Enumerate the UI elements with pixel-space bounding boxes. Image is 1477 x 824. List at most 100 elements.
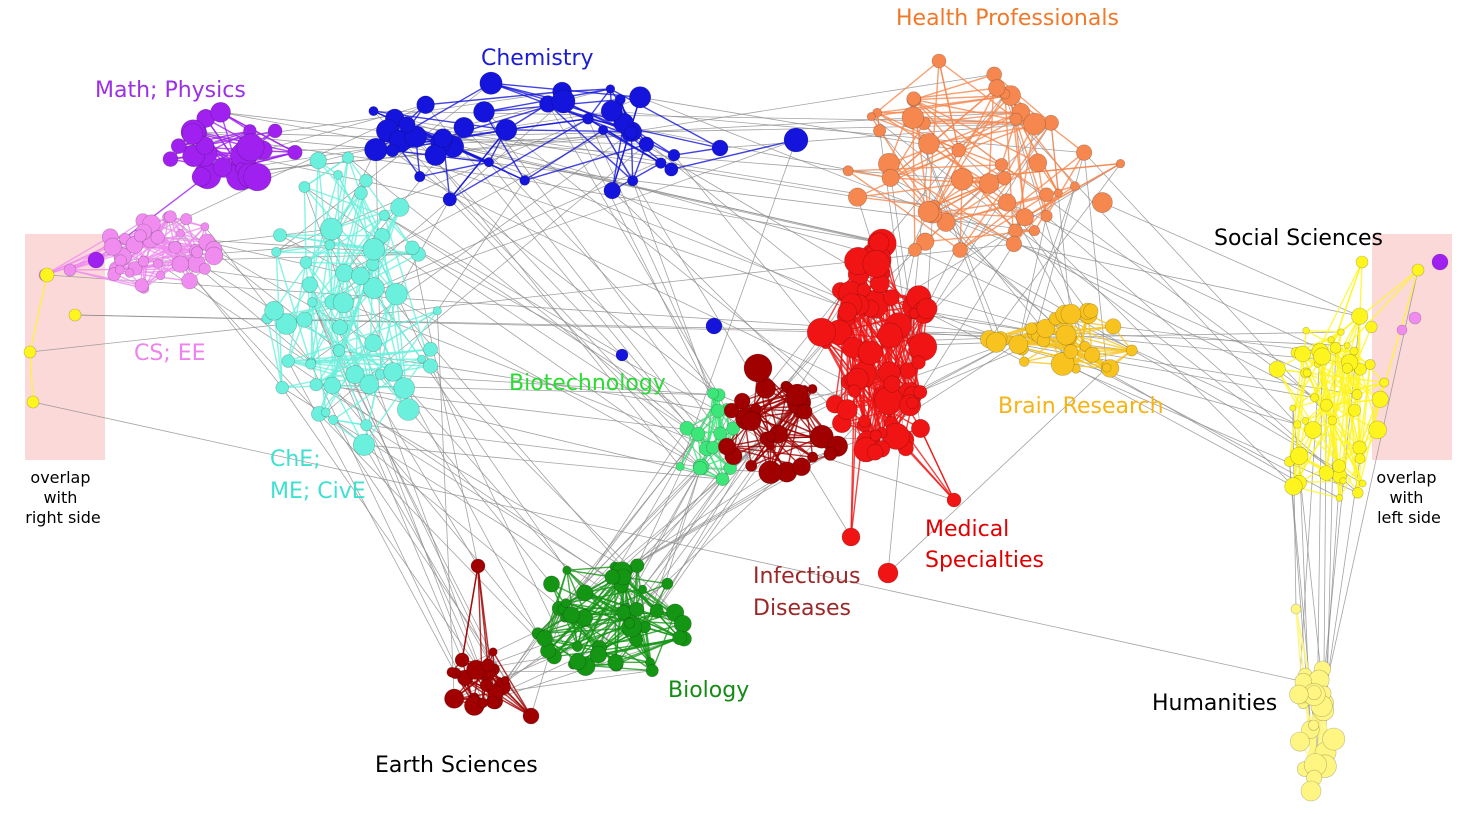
cluster-edge: [959, 152, 1085, 251]
node-chemistry: [385, 143, 400, 158]
node-che-me-cive: [309, 378, 323, 392]
cluster-edge: [611, 162, 662, 192]
cluster-edge: [449, 118, 589, 200]
node-medical-specialties: [877, 562, 899, 584]
node-infectious-diseases: [807, 451, 819, 463]
cluster-edge: [913, 87, 997, 100]
cluster-edge: [360, 192, 383, 237]
node-social-sciences: [1411, 263, 1425, 277]
node-biology: [560, 598, 571, 608]
bridge-edge: [495, 670, 653, 694]
node-cs-ee: [180, 213, 193, 226]
node-biotechnology: [692, 461, 708, 476]
node-social-sciences: [1304, 421, 1322, 439]
label-cs-ee: CS; EE: [134, 341, 206, 366]
node-health-professionals: [918, 133, 940, 155]
node-cs-ee: [191, 246, 204, 259]
node-health-professionals: [996, 170, 1012, 186]
node-social-sciences: [1349, 346, 1359, 356]
overlap-left-line3: right side: [25, 508, 100, 527]
cluster-edge: [1338, 368, 1348, 467]
cluster-edge: [1024, 185, 1076, 218]
label-infectious-line1: Infectious: [753, 564, 860, 589]
node-che-me-cive: [359, 374, 380, 395]
node-health-professionals: [916, 232, 935, 251]
node-earth-sciences: [481, 658, 495, 673]
bridge-edge: [919, 243, 1015, 393]
cluster-edge: [1338, 429, 1379, 499]
node-biology: [562, 606, 581, 624]
node-humanities: [1300, 780, 1322, 802]
node-medical-specialties: [899, 362, 917, 379]
bridge-edge: [587, 118, 714, 394]
node-biotechnology: [679, 420, 695, 436]
cluster-edge: [848, 164, 1002, 172]
bridge-edge: [563, 101, 719, 411]
node-health-professionals: [1091, 192, 1113, 213]
bridge-edge: [363, 444, 495, 670]
cluster-edge: [29, 274, 48, 353]
bridge-edge: [311, 302, 506, 681]
node-medical-specialties: [806, 317, 836, 347]
node-che-me-cive: [360, 419, 373, 432]
bridge-edge: [1017, 215, 1047, 345]
node-cs-ee: [155, 270, 166, 281]
bridge-edge: [1006, 202, 1350, 363]
node-medical-specialties: [908, 332, 938, 362]
node-medical-specialties: [906, 396, 919, 410]
node-brain-research: [1063, 344, 1079, 359]
node-social-sciences: [23, 345, 37, 359]
node-biology: [673, 614, 692, 633]
overlap-left-line2: with: [43, 488, 77, 507]
node-brain-research: [1055, 324, 1077, 346]
bridge-edge: [436, 180, 526, 312]
node-biotechnology: [726, 421, 741, 436]
cluster-edge: [919, 428, 955, 501]
node-social-sciences: [1320, 398, 1333, 412]
cluster-edge: [303, 186, 307, 263]
node-medical-specialties: [882, 289, 900, 306]
node-social-sciences: [1313, 347, 1332, 366]
cluster-edge: [266, 318, 283, 388]
node-earth-sciences: [500, 675, 510, 685]
cluster-edge: [220, 111, 296, 154]
cluster-edge: [850, 378, 859, 538]
node-health-professionals: [901, 106, 925, 129]
node-che-me-cive: [363, 277, 385, 300]
cluster-edge: [959, 122, 1052, 251]
cluster-edge: [610, 88, 721, 149]
bridge-edge: [1113, 326, 1321, 352]
bridge-edge: [436, 310, 455, 699]
node-health-professionals: [950, 168, 974, 191]
cluster-edge: [671, 139, 797, 171]
bridge-edge: [1013, 243, 1360, 317]
cluster-edge: [587, 118, 721, 149]
node-che-me-cive: [324, 239, 336, 251]
node-biology: [536, 629, 553, 647]
node-social-sciences: [1329, 341, 1342, 354]
cluster-edge: [524, 129, 604, 181]
node-biotechnology: [715, 472, 730, 487]
node-biology: [629, 558, 645, 573]
node-chemistry: [615, 348, 629, 362]
node-cs-ee: [114, 264, 125, 275]
cluster-edge: [726, 445, 813, 458]
node-social-sciences: [1343, 342, 1351, 350]
label-che-me-cive: ChE; ME; CivE: [270, 447, 366, 504]
bridge-edge: [483, 111, 882, 434]
cluster-edge: [958, 149, 1005, 179]
bridge-edge: [287, 360, 657, 612]
node-medical-specialties: [836, 399, 858, 421]
bridge-edge: [524, 180, 880, 243]
bridge-edge: [200, 132, 393, 151]
bridge-edge: [640, 96, 959, 151]
node-health-professionals: [978, 173, 1000, 194]
node-infectious-diseases: [786, 383, 809, 407]
node-biology: [607, 653, 624, 671]
node-che-me-cive: [323, 376, 341, 395]
bridge-edge: [383, 215, 721, 434]
node-biology: [672, 630, 688, 646]
node-che-me-cive: [335, 263, 354, 283]
node-che-me-cive: [273, 228, 287, 242]
node-social-sciences: [1268, 360, 1286, 378]
